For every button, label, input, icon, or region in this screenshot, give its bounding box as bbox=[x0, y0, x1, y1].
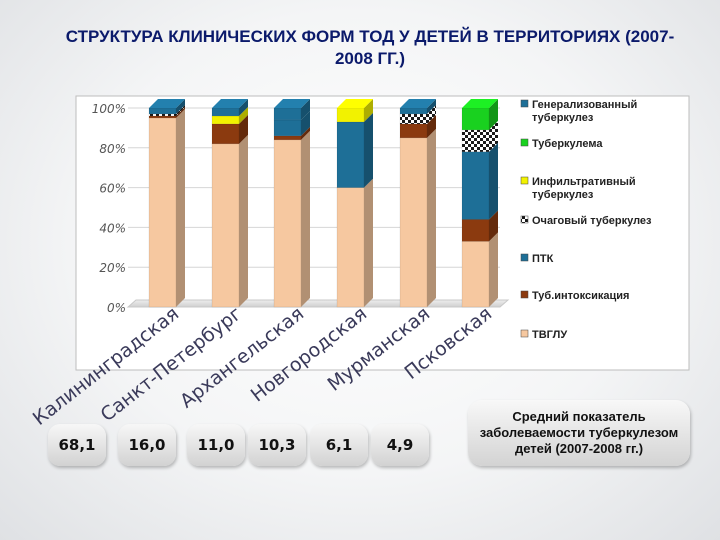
bar-segment-side bbox=[301, 110, 310, 136]
legend-swatch bbox=[520, 329, 529, 338]
legend-label: Инфильтративный туберкулез bbox=[532, 176, 636, 201]
bar-segment bbox=[399, 137, 428, 308]
bar-segment-side bbox=[301, 130, 310, 307]
bar-top bbox=[274, 99, 310, 108]
incidence-value-badge: 10,3 bbox=[248, 424, 306, 466]
bar-stack bbox=[148, 99, 185, 308]
chart-floor bbox=[126, 299, 510, 308]
bar-segment bbox=[336, 187, 365, 308]
bar-segment bbox=[148, 113, 177, 117]
y-tick-label: 40% bbox=[99, 221, 126, 235]
y-tick-label: 100% bbox=[92, 102, 126, 116]
y-tick-label: 60% bbox=[99, 182, 126, 196]
bar-segment-side bbox=[427, 128, 436, 307]
bar-segment bbox=[273, 135, 302, 141]
bar-segment bbox=[461, 151, 490, 220]
bar-segment bbox=[399, 107, 428, 115]
incidence-value-badge: 6,1 bbox=[310, 424, 368, 466]
y-tick-label: 0% bbox=[107, 301, 126, 315]
bar-segment-side bbox=[301, 99, 310, 120]
bar-segment bbox=[461, 219, 490, 242]
bar-segment-side bbox=[427, 114, 436, 138]
legend-swatch bbox=[520, 99, 529, 108]
chart-title: СТРУКТУРА КЛИНИЧЕСКИХ ФОРМ ТОД У ДЕТЕЙ В… bbox=[65, 27, 675, 68]
y-tick-label: 20% bbox=[99, 261, 126, 275]
bar-segment bbox=[211, 107, 240, 117]
bar-top bbox=[337, 99, 373, 108]
average-incidence-note: Средний показатель заболеваемости туберк… bbox=[468, 400, 690, 466]
legend-swatch bbox=[520, 290, 529, 299]
bar-segment bbox=[273, 107, 302, 121]
bar-stack bbox=[336, 99, 373, 308]
bar-top bbox=[462, 99, 498, 108]
legend-label: ТВГЛУ bbox=[532, 329, 567, 341]
bar-stack bbox=[461, 99, 498, 308]
bar-segment-side bbox=[239, 134, 248, 307]
bar-stack bbox=[399, 99, 436, 308]
legend-label: Очаговый туберкулез bbox=[532, 215, 652, 227]
bar-segment-side bbox=[176, 99, 185, 114]
bar-segment bbox=[461, 241, 490, 308]
bar-segment-side bbox=[176, 104, 185, 116]
bar-segment-side bbox=[239, 99, 248, 116]
bar-stack bbox=[273, 99, 310, 308]
bar-segment bbox=[211, 143, 240, 308]
incidence-value-badge: 11,0 bbox=[187, 424, 245, 466]
bar-segment-side bbox=[489, 120, 498, 152]
bar-segment bbox=[273, 119, 302, 137]
bar-top bbox=[212, 99, 248, 108]
bar-segment-side bbox=[489, 142, 498, 220]
bar-segment-side bbox=[176, 108, 185, 307]
legend-label: Туб.интоксикация bbox=[532, 290, 629, 302]
legend-label: ПТК bbox=[532, 253, 554, 265]
legend-swatch bbox=[520, 253, 529, 262]
legend-label: Туберкулема bbox=[532, 138, 603, 150]
bar-top bbox=[400, 99, 436, 108]
incidence-value-badge: 68,1 bbox=[48, 424, 106, 466]
bar-stack bbox=[211, 99, 248, 308]
bar-segment bbox=[336, 107, 365, 123]
bar-segment bbox=[211, 123, 240, 145]
bar-segment bbox=[336, 121, 365, 188]
bar-segment-side bbox=[427, 104, 436, 124]
bar-segment-side bbox=[427, 99, 436, 114]
bar-segment-side bbox=[364, 112, 373, 188]
bar-segment bbox=[273, 139, 302, 308]
legend-swatch bbox=[520, 176, 529, 185]
incidence-value-badge: 4,9 bbox=[371, 424, 429, 466]
bar-segment bbox=[211, 115, 240, 125]
bar-segment-side bbox=[176, 106, 185, 118]
bar-segment bbox=[461, 129, 490, 153]
bar-segment bbox=[399, 123, 428, 139]
y-tick-label: 80% bbox=[99, 142, 126, 156]
bar-segment-side bbox=[239, 106, 248, 124]
bar-segment bbox=[148, 107, 177, 115]
bar-top bbox=[149, 99, 185, 108]
bar-segment-side bbox=[489, 210, 498, 242]
legend-label: Генерализованный туберкулез bbox=[532, 99, 637, 124]
bar-segment-side bbox=[364, 99, 373, 122]
bar-segment-side bbox=[239, 114, 248, 144]
bar-segment bbox=[399, 113, 428, 125]
legend-swatch bbox=[520, 215, 529, 224]
bar-segment bbox=[148, 117, 177, 308]
bar-segment-side bbox=[301, 126, 310, 140]
legend-swatch bbox=[520, 138, 529, 147]
bar-segment bbox=[461, 107, 490, 131]
incidence-value-badge: 16,0 bbox=[118, 424, 176, 466]
bar-segment-side bbox=[489, 232, 498, 307]
bar-segment-side bbox=[489, 99, 498, 130]
bar-segment bbox=[148, 115, 177, 119]
bar-segment-side bbox=[364, 178, 373, 307]
